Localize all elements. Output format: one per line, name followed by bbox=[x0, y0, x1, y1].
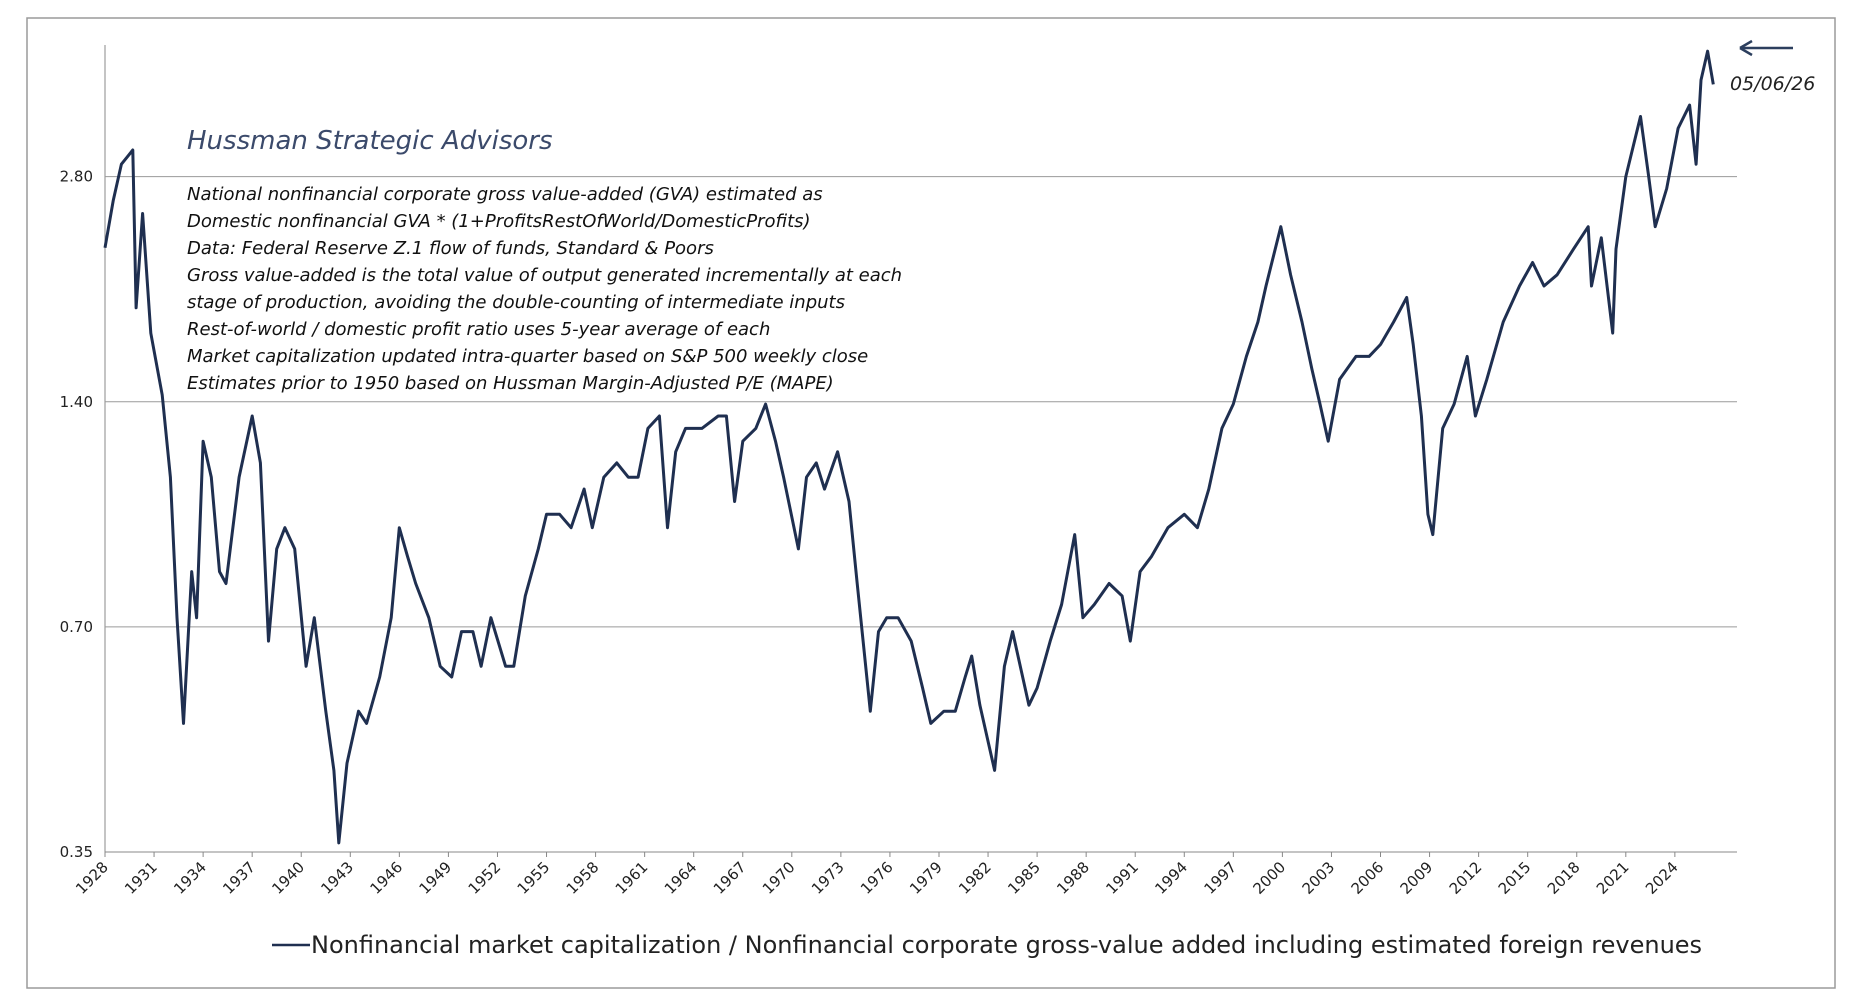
notes: National nonfinancial corporate gross va… bbox=[187, 184, 902, 394]
y-tick-label: 0.35 bbox=[60, 843, 93, 861]
note-line: National nonfinancial corporate gross va… bbox=[187, 184, 823, 205]
note-line: Data: Federal Reserve Z.1 flow of funds,… bbox=[187, 238, 714, 259]
note-line: Gross value-added is the total value of … bbox=[187, 265, 902, 286]
series-line bbox=[103, 49, 1715, 845]
legend-label: Nonfinancial market capitalization / Non… bbox=[311, 931, 1702, 959]
y-tick-label: 0.70 bbox=[60, 618, 93, 636]
chart-frame bbox=[26, 17, 1836, 989]
chart-title: Hussman Strategic Advisors bbox=[187, 126, 553, 156]
note-line: Domestic nonfinancial GVA * (1+ProfitsRe… bbox=[187, 211, 811, 232]
y-tick-label: 2.80 bbox=[60, 168, 93, 186]
y-tick-label: 1.40 bbox=[60, 393, 93, 411]
note-line: Market capitalization updated intra-quar… bbox=[187, 346, 868, 367]
note-line: Estimates prior to 1950 based on Hussman… bbox=[187, 373, 834, 394]
note-line: Rest-of-world / domestic profit ratio us… bbox=[187, 319, 770, 340]
annotation: 05/06/26 bbox=[1730, 73, 1815, 95]
note-line: stage of production, avoiding the double… bbox=[187, 292, 845, 313]
annotation-arrowhead bbox=[1739, 39, 1753, 57]
